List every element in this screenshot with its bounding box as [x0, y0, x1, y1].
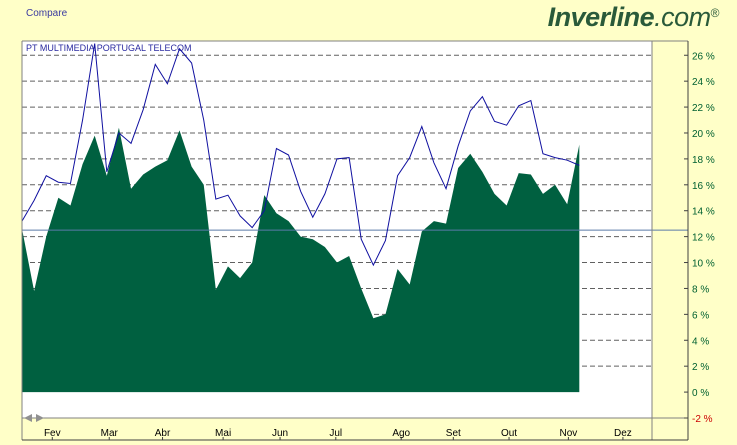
y-tick-label-10: 18 % — [692, 155, 715, 166]
y-tick-label-3: 4 % — [692, 336, 709, 347]
x-tick-label-2: Abr — [155, 428, 171, 439]
x-tick-label-5: Jul — [329, 428, 342, 439]
x-tick-label-6: Ago — [392, 428, 410, 439]
area-series-pt-multimedia — [22, 127, 580, 393]
y-tick-label-13: 24 % — [692, 77, 715, 88]
series-legend: PT MULTIMEDIA PORTUGAL TELECOM — [26, 43, 192, 53]
y-tick-label-14: 26 % — [692, 51, 715, 62]
compare-link[interactable]: Compare — [26, 8, 68, 19]
inverline-logo: Inverline.com® — [547, 2, 720, 33]
logo-domain: .com — [654, 2, 711, 32]
x-tick-label-4: Jun — [272, 428, 288, 439]
y-tick-label-9: 16 % — [692, 181, 715, 192]
y-tick-label-4: 6 % — [692, 310, 709, 321]
y-tick-label-2: 2 % — [692, 362, 709, 373]
y-tick-label-0: -2 % — [692, 414, 713, 425]
legend-series-1: PT MULTIMEDIA — [26, 43, 95, 53]
scroll-left-arrow-icon — [24, 414, 32, 422]
logo-brand: Inverline — [547, 2, 655, 32]
scroll-right-arrow-icon — [36, 414, 44, 422]
y-tick-label-5: 8 % — [692, 284, 709, 295]
x-tick-label-8: Out — [501, 428, 517, 439]
y-tick-label-1: 0 % — [692, 388, 709, 399]
y-tick-label-12: 22 % — [692, 103, 715, 114]
x-tick-label-9: Nov — [560, 428, 578, 439]
x-tick-label-3: Mai — [215, 428, 231, 439]
y-tick-label-8: 14 % — [692, 207, 715, 218]
y-tick-label-11: 20 % — [692, 129, 715, 140]
y-tick-label-7: 12 % — [692, 233, 715, 244]
x-tick-label-1: Mar — [101, 428, 119, 439]
legend-series-2: PORTUGAL TELECOM — [96, 43, 192, 53]
line-series-portugal-telecom — [21, 43, 580, 267]
x-tick-label-10: Dez — [614, 428, 632, 439]
y-tick-label-6: 10 % — [692, 259, 715, 270]
x-tick-label-7: Set — [446, 428, 461, 439]
x-tick-label-0: Fev — [44, 428, 61, 439]
logo-registered: ® — [710, 6, 720, 20]
